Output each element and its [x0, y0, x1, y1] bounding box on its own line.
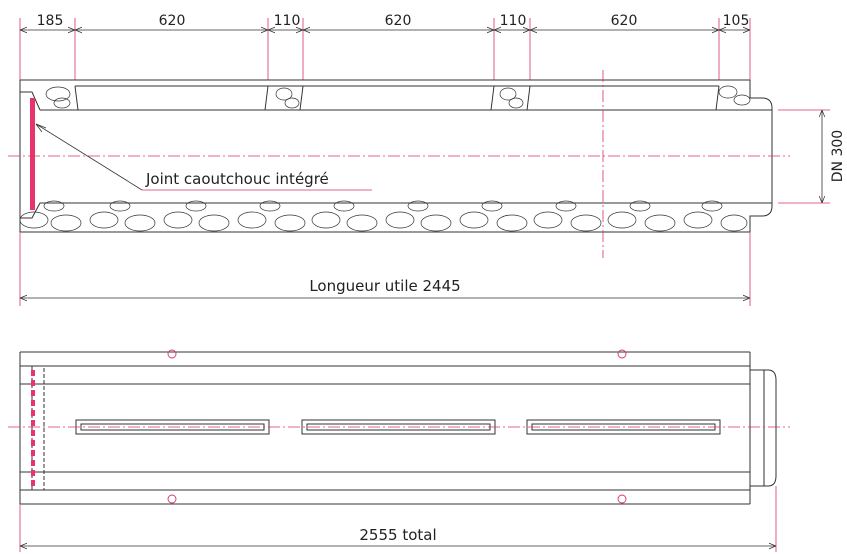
segment-label-1: 185 [37, 13, 64, 29]
joint-label: Joint caoutchouc intégré [145, 170, 329, 188]
segment-label-3: 110 [274, 13, 301, 29]
total-length-label: 2555 total [359, 526, 436, 544]
center-lines-top [8, 70, 790, 258]
lift-holes [167, 349, 627, 504]
rubber-joint-top [30, 98, 35, 210]
usable-length-label: Longueur utile 2445 [309, 277, 460, 295]
bottom-view: 2555 total [8, 349, 790, 552]
segment-labels: 185 620 110 620 110 620 105 [37, 13, 750, 29]
top-view: 185 620 110 620 110 620 105 [8, 13, 846, 306]
segment-label-6: 620 [611, 13, 638, 29]
segment-label-2: 620 [159, 13, 186, 29]
segment-label-4: 620 [385, 13, 412, 29]
joint-leader [35, 123, 372, 191]
aggregate-pattern [19, 85, 751, 232]
segment-label-7: 105 [723, 13, 750, 29]
dn-dimension [778, 109, 830, 204]
pipe-body-top [19, 79, 773, 233]
dn-label: DN 300 [830, 130, 846, 182]
total-length-dimension [19, 486, 777, 552]
usable-length-dimension [19, 232, 751, 306]
pipe-body-bottom [19, 351, 777, 505]
segment-label-5: 110 [500, 13, 527, 29]
